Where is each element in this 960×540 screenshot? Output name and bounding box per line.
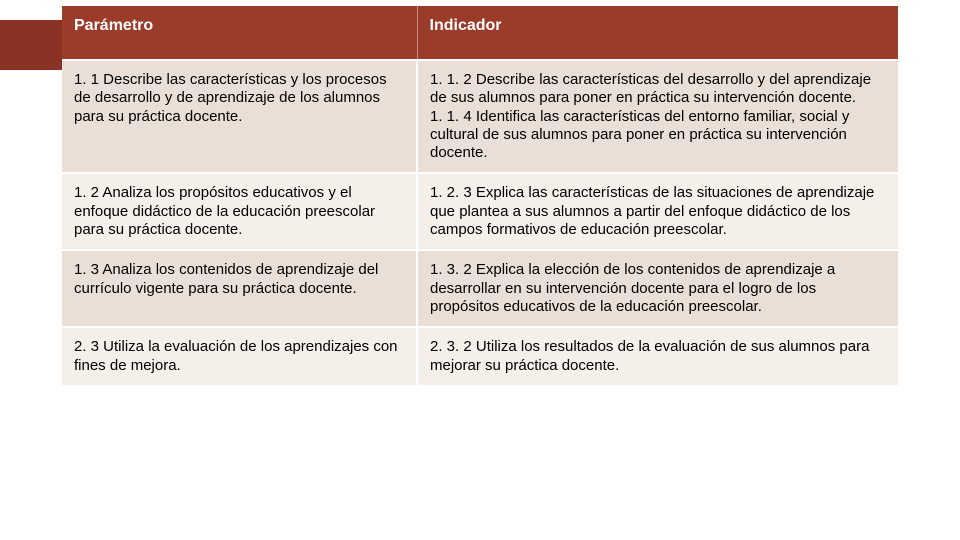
cell-indicador: 2. 3. 2 Utiliza los resultados de la eva… <box>417 327 898 385</box>
cell-parametro: 1. 1 Describe las características y los … <box>62 60 417 173</box>
table-row: 1. 3 Analiza los contenidos de aprendiza… <box>62 250 898 327</box>
parametro-indicador-table: Parámetro Indicador 1. 1 Describe las ca… <box>62 6 898 385</box>
cell-indicador: 1. 1. 2 Describe las características del… <box>417 60 898 173</box>
accent-bar <box>0 20 62 70</box>
cell-parametro: 1. 3 Analiza los contenidos de aprendiza… <box>62 250 417 327</box>
table-header-row: Parámetro Indicador <box>62 6 898 60</box>
cell-parametro: 2. 3 Utiliza la evaluación de los aprend… <box>62 327 417 385</box>
header-indicador: Indicador <box>417 6 898 60</box>
cell-indicador: 1. 2. 3 Explica las características de l… <box>417 173 898 250</box>
cell-indicador: 1. 3. 2 Explica la elección de los conte… <box>417 250 898 327</box>
table-container: Parámetro Indicador 1. 1 Describe las ca… <box>62 6 898 385</box>
table-row: 1. 2 Analiza los propósitos educativos y… <box>62 173 898 250</box>
cell-parametro: 1. 2 Analiza los propósitos educativos y… <box>62 173 417 250</box>
table-row: 2. 3 Utiliza la evaluación de los aprend… <box>62 327 898 385</box>
header-parametro: Parámetro <box>62 6 417 60</box>
slide: Parámetro Indicador 1. 1 Describe las ca… <box>0 0 960 540</box>
table-row: 1. 1 Describe las características y los … <box>62 60 898 173</box>
